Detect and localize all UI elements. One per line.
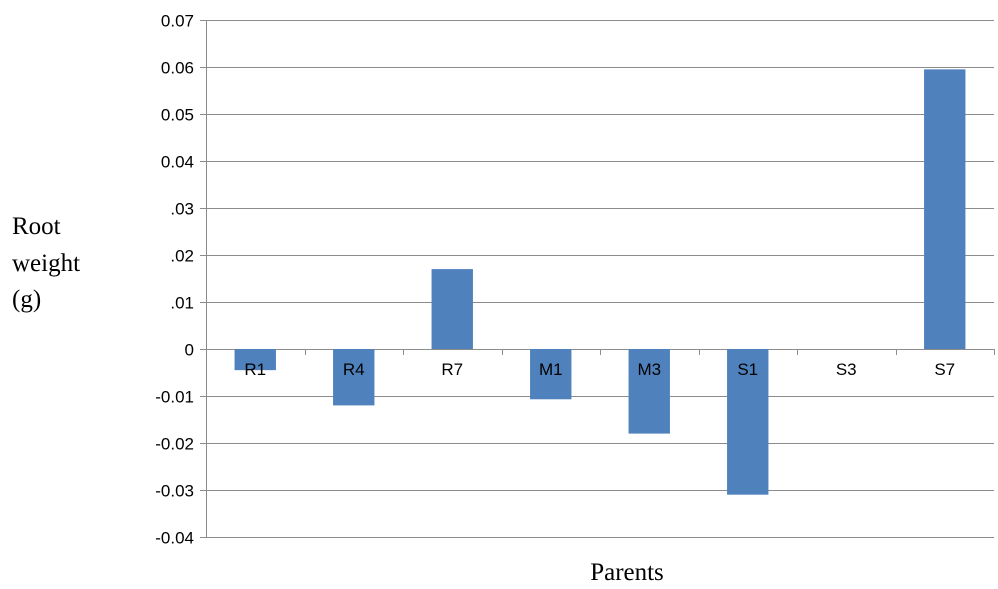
y-tick-label: 0.04 [161, 153, 194, 172]
y-tick-label: .02 [170, 247, 194, 266]
category-label-r7: R7 [441, 360, 463, 379]
bar-r7 [431, 269, 473, 349]
y-axis-title-line-1: Root [12, 213, 61, 240]
category-labels: R1 R4 R7 M1 M3 S1 S3 S7 [244, 360, 955, 379]
bar-s1 [727, 349, 769, 495]
bar-m3 [628, 349, 670, 434]
bar-s7 [924, 69, 966, 349]
category-label-r1: R1 [244, 360, 266, 379]
gridlines [200, 20, 994, 538]
y-tick-label: .01 [170, 294, 194, 313]
y-tick-label: -0.04 [155, 529, 194, 548]
y-tick-label: 0.07 [161, 12, 194, 31]
category-label-r4: R4 [343, 360, 365, 379]
category-label-s1: S1 [737, 360, 758, 379]
y-axis-title-line-2: weight [12, 250, 80, 277]
y-tick-labels: 0.07 0.06 0.05 0.04 .03 .02 .01 0 -0.01 -0.02 -0.0… [155, 12, 194, 548]
x-axis-title: Parents [590, 559, 664, 586]
bar-r1 [234, 349, 276, 371]
category-label-m3: M3 [637, 360, 661, 379]
y-tick-label: .03 [170, 200, 194, 219]
bar-m1 [530, 349, 572, 400]
y-tick-label: -0.03 [155, 482, 194, 501]
category-label-s7: S7 [934, 360, 955, 379]
category-label-s3: S3 [836, 360, 857, 379]
category-label-m1: M1 [539, 360, 563, 379]
y-tick-label: 0.05 [161, 106, 194, 125]
bar-r4 [333, 349, 375, 406]
y-tick-label: 0 [185, 341, 194, 360]
y-axis-title-line-3: (g) [12, 286, 41, 313]
bars [234, 69, 966, 495]
x-tick-marks [206, 349, 995, 355]
y-tick-label: 0.06 [161, 59, 194, 78]
y-tick-label: -0.01 [155, 388, 194, 407]
y-tick-label: -0.02 [155, 435, 194, 454]
